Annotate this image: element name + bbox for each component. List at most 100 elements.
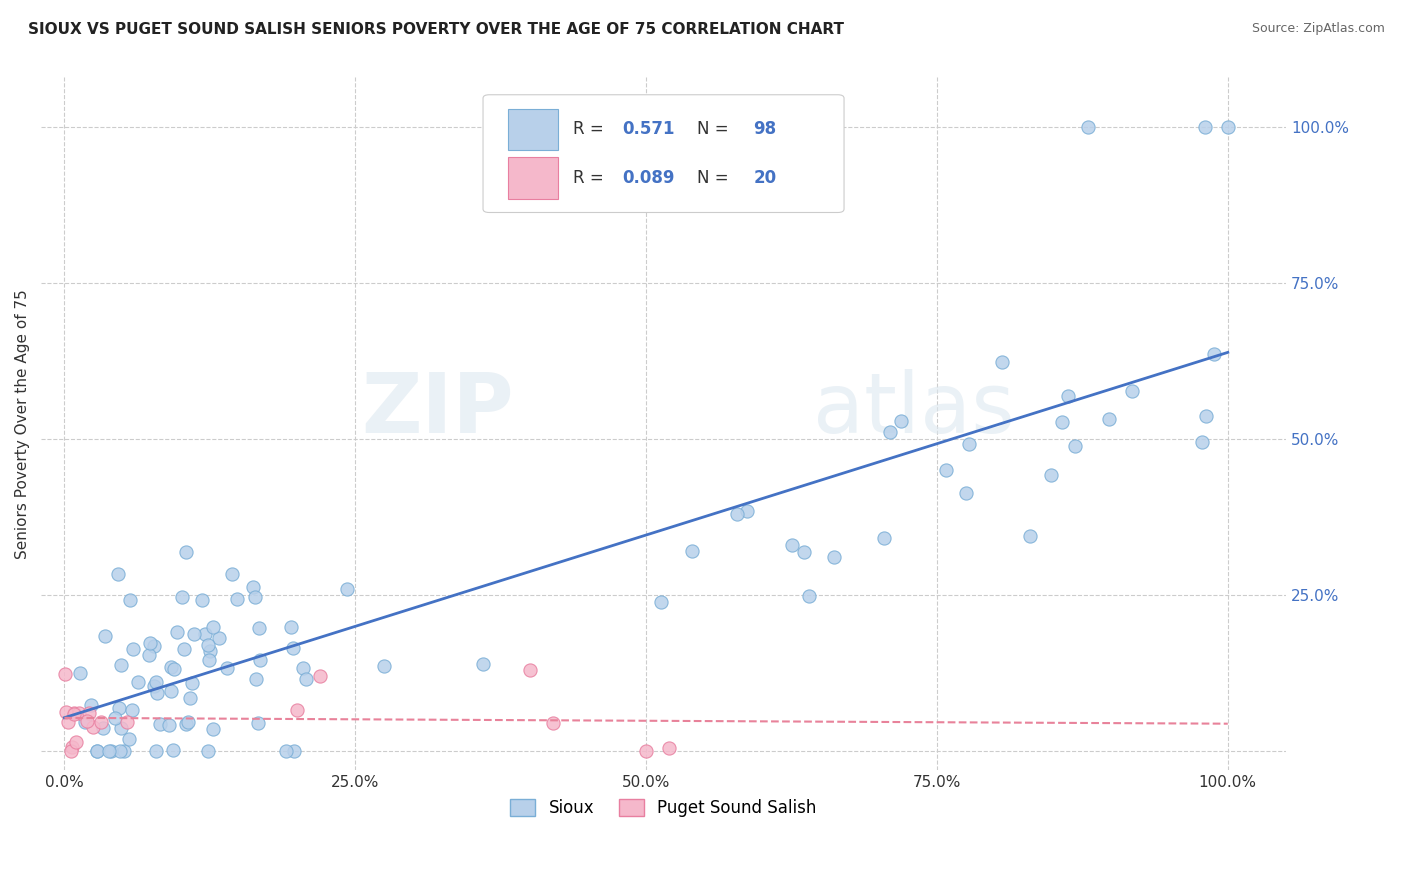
Point	[1064, 439, 1087, 453]
Point	[53, 667, 76, 681]
FancyBboxPatch shape	[508, 157, 558, 199]
Point	[93, 629, 115, 643]
Point	[336, 582, 359, 596]
Text: 98: 98	[754, 120, 776, 138]
Point	[121, 703, 143, 717]
Point	[183, 627, 205, 641]
Point	[541, 715, 564, 730]
Point	[60, 740, 83, 755]
Point	[110, 657, 132, 672]
Point	[198, 653, 221, 667]
Point	[86, 744, 108, 758]
Point	[110, 721, 132, 735]
Point	[283, 744, 305, 758]
Point	[285, 703, 308, 717]
Point	[170, 590, 193, 604]
Point	[55, 705, 77, 719]
Point	[1195, 409, 1218, 423]
Text: N =: N =	[697, 120, 734, 138]
FancyBboxPatch shape	[508, 109, 558, 150]
Point	[77, 706, 100, 720]
Point	[69, 665, 91, 680]
FancyBboxPatch shape	[484, 95, 844, 212]
Point	[162, 662, 184, 676]
Point	[243, 591, 266, 605]
Point	[650, 595, 672, 609]
Point	[127, 674, 149, 689]
Point	[823, 550, 845, 565]
Point	[142, 640, 165, 654]
Point	[108, 701, 131, 715]
Point	[98, 744, 121, 758]
Point	[197, 744, 219, 758]
Point	[1216, 120, 1239, 135]
Point	[181, 675, 204, 690]
Point	[955, 486, 977, 500]
Point	[208, 631, 231, 645]
Text: R =: R =	[572, 169, 609, 186]
Point	[139, 636, 162, 650]
Point	[80, 698, 103, 712]
Point	[197, 638, 219, 652]
Point	[373, 659, 395, 673]
Point	[63, 706, 86, 721]
Point	[100, 744, 122, 758]
Text: 0.571: 0.571	[623, 120, 675, 138]
Point	[247, 621, 270, 635]
Point	[1194, 120, 1216, 135]
Point	[1077, 120, 1099, 135]
Point	[681, 544, 703, 558]
Point	[166, 624, 188, 639]
Point	[274, 744, 297, 758]
Point	[1202, 347, 1225, 361]
Point	[190, 592, 212, 607]
Point	[112, 744, 135, 758]
Point	[157, 718, 180, 732]
Point	[67, 706, 90, 720]
Point	[174, 545, 197, 559]
Point	[194, 626, 217, 640]
Text: atlas: atlas	[813, 369, 1015, 450]
Point	[242, 580, 264, 594]
Point	[173, 641, 195, 656]
Point	[1057, 389, 1080, 403]
Text: 20: 20	[754, 169, 776, 186]
Point	[957, 436, 980, 450]
Point	[174, 717, 197, 731]
Point	[636, 744, 658, 758]
Point	[160, 684, 183, 698]
Point	[1039, 467, 1062, 482]
Point	[143, 679, 166, 693]
Text: R =: R =	[572, 120, 609, 138]
Point	[935, 463, 957, 477]
Text: Source: ZipAtlas.com: Source: ZipAtlas.com	[1251, 22, 1385, 36]
Point	[82, 720, 104, 734]
Point	[280, 620, 302, 634]
Point	[202, 722, 225, 736]
Point	[162, 743, 184, 757]
Point	[1121, 384, 1143, 398]
Text: ZIP: ZIP	[361, 369, 515, 450]
Point	[890, 414, 912, 428]
Legend: Sioux, Puget Sound Salish: Sioux, Puget Sound Salish	[503, 792, 824, 824]
Point	[63, 706, 86, 720]
Text: 0.089: 0.089	[623, 169, 675, 186]
Point	[217, 661, 239, 675]
Point	[58, 714, 80, 729]
Point	[90, 714, 112, 729]
Point	[1019, 529, 1042, 543]
Point	[146, 686, 169, 700]
Point	[991, 354, 1014, 368]
Y-axis label: Seniors Poverty Over the Age of 75: Seniors Poverty Over the Age of 75	[15, 289, 30, 558]
Point	[1191, 434, 1213, 449]
Point	[145, 744, 167, 758]
Point	[179, 690, 201, 705]
Point	[160, 660, 183, 674]
Point	[295, 672, 318, 686]
Point	[249, 653, 271, 667]
Point	[519, 663, 541, 677]
Point	[735, 504, 758, 518]
Point	[225, 591, 247, 606]
Point	[246, 715, 269, 730]
Point	[177, 714, 200, 729]
